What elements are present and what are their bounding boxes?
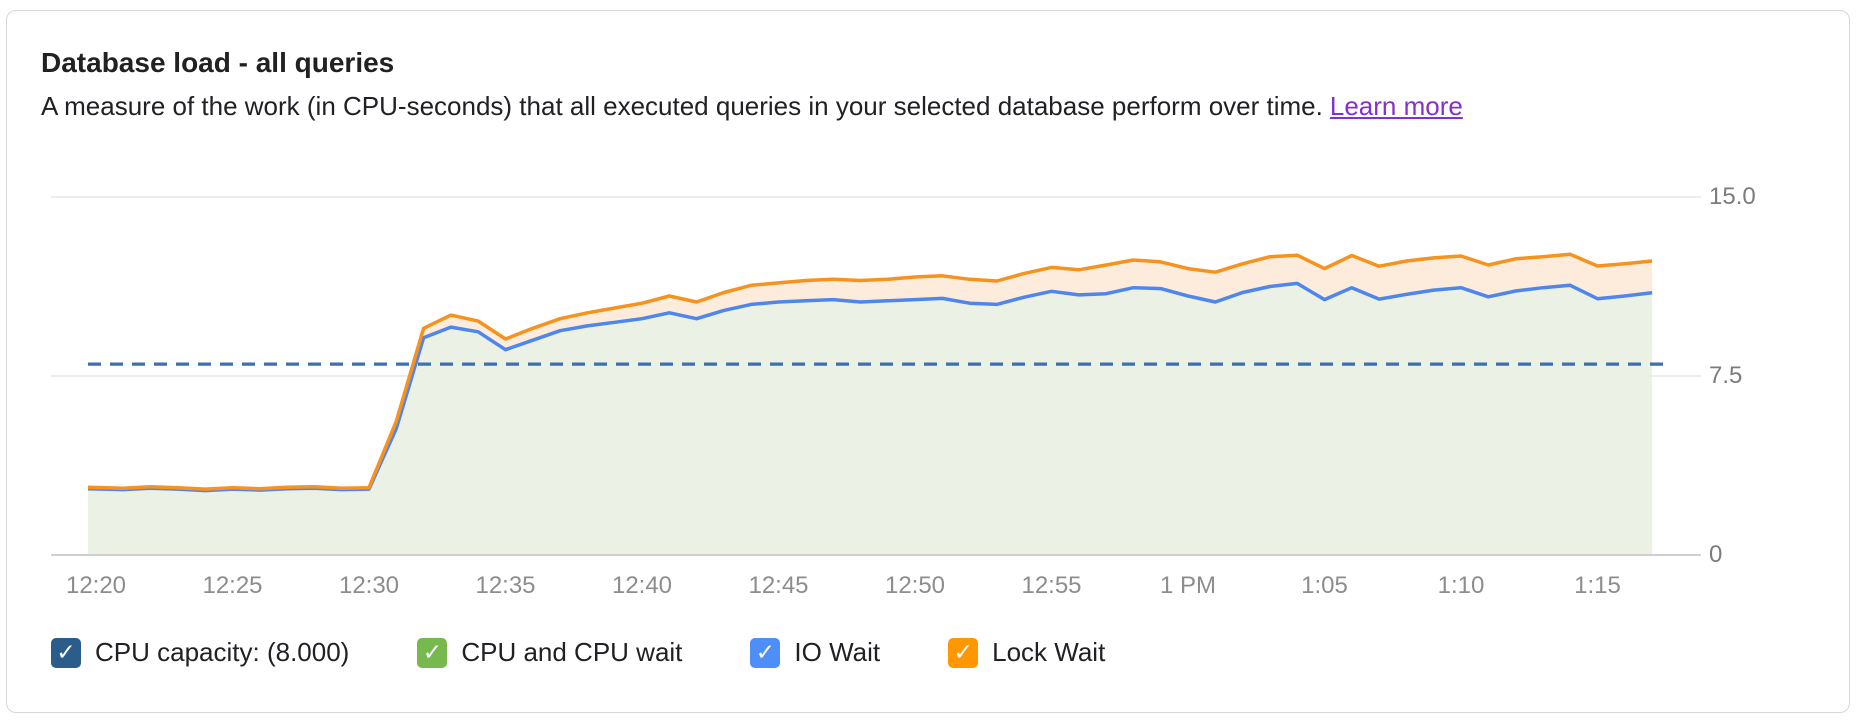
legend-item-cpu-capacity[interactable]: ✓ CPU capacity: (8.000) (51, 637, 349, 668)
x-tick-label: 12:50 (884, 572, 946, 599)
x-tick-label: 12:25 (202, 572, 263, 599)
lock-wait-checkbox[interactable]: ✓ (948, 637, 979, 668)
cpu-and-cpu-wait-checkbox[interactable]: ✓ (417, 637, 448, 668)
database-load-chart[interactable]: 12:20 12:25 12:30 12:35 12:40 12:45 12:50 12:55… (7, 11, 1851, 715)
x-tick-label: 1:05 (1301, 572, 1348, 599)
page-title: Database load - all queries (41, 47, 395, 78)
x-tick-label: 1 PM (1159, 572, 1217, 599)
io-wait-checkbox[interactable]: ✓ (750, 637, 781, 668)
x-tick-label: 12:55 (1021, 572, 1082, 599)
legend-item-lock-wait[interactable]: ✓ Lock Wait (948, 637, 1105, 668)
cpu-and-cpu-wait-area (88, 283, 1653, 555)
legend-label-cpu-capacity: CPU capacity: (8.000) (95, 637, 350, 667)
chart-description: A measure of the work (in CPU-seconds) t… (41, 91, 1463, 122)
chart-description-text: A measure of the work (in CPU-seconds) t… (41, 91, 1323, 121)
learn-more-link[interactable]: Learn more (1329, 91, 1463, 121)
legend-label-io-wait: IO Wait (794, 637, 881, 667)
cpu-capacity-checkbox[interactable]: ✓ (51, 637, 81, 668)
y-tick-label: 0 (1709, 541, 1723, 568)
x-tick-label: 12:20 (65, 572, 127, 599)
x-tick-label: 12:30 (338, 572, 400, 599)
x-tick-label: 1:10 (1437, 572, 1485, 599)
y-tick-label: 7.5 (1709, 362, 1743, 389)
chart-legend: ✓ CPU capacity: (8.000) ✓ CPU and CPU wait ✓… (51, 637, 1105, 668)
x-tick-label: 12:40 (611, 572, 673, 599)
database-load-card: Database load - all queries A measure of… (6, 10, 1850, 713)
y-tick-label: 15.0 (1709, 183, 1756, 210)
chart-canvas (51, 196, 1701, 556)
x-tick-label: 1:15 (1574, 572, 1621, 599)
x-tick-label: 12:35 (475, 572, 536, 599)
legend-label-lock-wait: Lock Wait (992, 637, 1106, 667)
legend-item-cpu-and-cpu-wait[interactable]: ✓ CPU and CPU wait (417, 637, 682, 668)
x-tick-label: 12:45 (748, 572, 809, 599)
legend-item-io-wait[interactable]: ✓ IO Wait (750, 637, 880, 668)
lock-wait-line (87, 252, 1653, 491)
legend-label-cpu-and-cpu-wait: CPU and CPU wait (461, 637, 683, 667)
